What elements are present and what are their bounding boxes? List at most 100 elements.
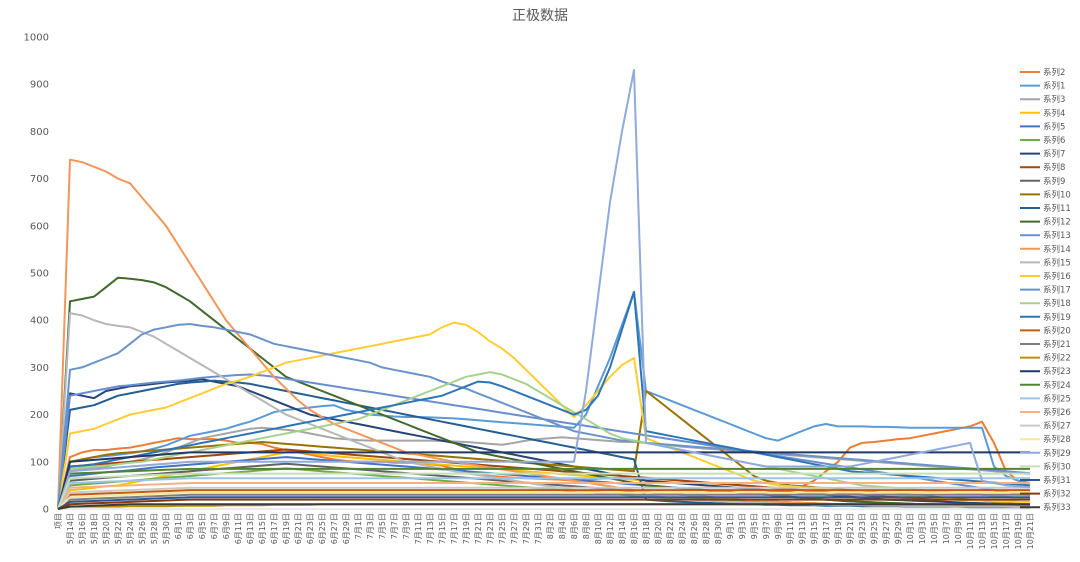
x-axis: 项目 5月14日 5月16日 5月18日 5月20日 5月22日 5月24日 5月26日 5月2… bbox=[54, 508, 1035, 549]
legend: 系列2 系列1 系列3 系列4 系列5 系列6 系列7 系列8 系列9 系列10 系列11 系列12 系… bbox=[1020, 67, 1071, 513]
y-axis: 0 100 200 300 400 500 600 700 800 900 1000 bbox=[24, 33, 49, 516]
x-tick-label: 8月2日 bbox=[546, 513, 555, 539]
x-tick-label: 8月22日 bbox=[666, 513, 675, 544]
x-tick-label: 7月11日 bbox=[414, 513, 423, 544]
x-tick-label: 7月21日 bbox=[474, 513, 483, 544]
x-tick-label: 6月23日 bbox=[306, 513, 315, 544]
x-tick-label: 6月7日 bbox=[210, 513, 219, 539]
legend-label: 系列33 bbox=[1043, 502, 1071, 513]
x-tick-label: 8月30日 bbox=[714, 513, 723, 544]
x-tick-label: 9月1日 bbox=[726, 513, 735, 539]
x-tick-label: 8月8日 bbox=[582, 513, 591, 539]
x-tick-label: 5月22日 bbox=[114, 513, 123, 544]
series-line-23 bbox=[57, 451, 1030, 510]
x-tick-label: 8月20日 bbox=[654, 513, 663, 544]
x-tick-label: 6月1日 bbox=[174, 513, 183, 539]
x-tick-label: 9月9日 bbox=[774, 513, 783, 539]
series-line-17 bbox=[57, 323, 1031, 510]
legend-label: 系列24 bbox=[1043, 380, 1071, 391]
legend-label: 系列9 bbox=[1043, 176, 1065, 187]
x-tick-label: 8月6日 bbox=[570, 513, 579, 539]
y-tick-label: 800 bbox=[30, 127, 49, 138]
legend-label: 系列1 bbox=[1043, 81, 1065, 92]
x-tick-label: 10月15日 bbox=[990, 513, 999, 549]
x-tick-label: 9月19日 bbox=[834, 513, 843, 544]
legend-label: 系列26 bbox=[1043, 407, 1071, 418]
x-tick-label: 6月13日 bbox=[246, 513, 255, 544]
series-line-31 bbox=[57, 496, 1030, 510]
x-tick-label: 8月10日 bbox=[594, 513, 603, 544]
x-tick-label: 7月7日 bbox=[390, 513, 399, 539]
x-tick-label: 7月23日 bbox=[486, 513, 495, 544]
legend-label: 系列15 bbox=[1043, 257, 1071, 268]
y-tick-label: 1000 bbox=[24, 33, 49, 44]
series-line-26 bbox=[57, 482, 1030, 510]
x-tick-label: 5月26日 bbox=[138, 513, 147, 544]
series-line-29 bbox=[57, 69, 1031, 510]
x-tick-label: 9月27日 bbox=[882, 513, 891, 544]
legend-label: 系列25 bbox=[1043, 393, 1071, 404]
y-tick-label: 0 bbox=[43, 505, 49, 516]
x-tick-label: 7月19日 bbox=[462, 513, 471, 544]
y-tick-label: 900 bbox=[30, 80, 49, 91]
x-tick-label: 9月23日 bbox=[858, 513, 867, 544]
legend-label: 系列22 bbox=[1043, 353, 1071, 364]
x-tick-label: 10月9日 bbox=[954, 513, 963, 544]
x-tick-label: 7月27日 bbox=[510, 513, 519, 544]
x-tick-label: 8月4日 bbox=[558, 513, 567, 539]
x-tick-label: 9月25日 bbox=[870, 513, 879, 544]
series-line-16 bbox=[57, 321, 1031, 510]
legend-label: 系列31 bbox=[1043, 475, 1071, 486]
x-tick-label: 10月19日 bbox=[1014, 513, 1023, 549]
x-tick-label: 5月16日 bbox=[78, 513, 87, 544]
legend-label: 系列12 bbox=[1043, 217, 1071, 228]
x-tick-label: 8月24日 bbox=[678, 513, 687, 544]
x-tick-label: 5月28日 bbox=[150, 513, 159, 544]
series-line-33 bbox=[57, 503, 1030, 510]
x-tick-label: 项目 bbox=[54, 513, 63, 529]
x-tick-label: 10月5日 bbox=[930, 513, 939, 544]
series-line-27 bbox=[57, 486, 1030, 510]
y-tick-label: 500 bbox=[30, 269, 49, 280]
x-tick-label: 7月25日 bbox=[498, 513, 507, 544]
y-tick-label: 400 bbox=[30, 316, 49, 327]
x-tick-label: 5月20日 bbox=[102, 513, 111, 544]
chart-title: 正极数据 bbox=[512, 8, 568, 24]
x-tick-label: 7月9日 bbox=[402, 513, 411, 539]
x-tick-label: 5月18日 bbox=[90, 513, 99, 544]
series-line-12 bbox=[57, 276, 1030, 510]
x-tick-label: 9月7日 bbox=[762, 513, 771, 539]
x-tick-label: 7月5日 bbox=[378, 513, 387, 539]
series-line-32 bbox=[57, 498, 1030, 510]
x-tick-label: 10月1日 bbox=[906, 513, 915, 544]
x-tick-label: 10月11日 bbox=[966, 513, 975, 549]
x-tick-label: 6月11日 bbox=[234, 513, 243, 544]
x-tick-label: 7月3日 bbox=[366, 513, 375, 539]
x-tick-label: 10月3日 bbox=[918, 513, 927, 544]
legend-label: 系列29 bbox=[1043, 448, 1071, 459]
x-tick-label: 9月5日 bbox=[750, 513, 759, 539]
x-tick-label: 7月1日 bbox=[354, 513, 363, 539]
legend-label: 系列23 bbox=[1043, 366, 1071, 377]
y-tick-label: 200 bbox=[30, 410, 49, 421]
series-line-15 bbox=[57, 312, 1030, 510]
x-tick-label: 6月15日 bbox=[258, 513, 267, 544]
x-tick-label: 5月30日 bbox=[162, 513, 171, 544]
series-line-21 bbox=[57, 493, 1030, 510]
legend-label: 系列27 bbox=[1043, 421, 1071, 432]
x-tick-label: 7月15日 bbox=[438, 513, 447, 544]
series-line-30 bbox=[57, 472, 1030, 510]
x-tick-label: 7月17日 bbox=[450, 513, 459, 544]
x-tick-label: 6月17日 bbox=[270, 513, 279, 544]
series-line-25 bbox=[57, 477, 1030, 510]
x-tick-label: 6月21日 bbox=[294, 513, 303, 544]
legend-label: 系列2 bbox=[1043, 67, 1065, 78]
legend-label: 系列20 bbox=[1043, 325, 1071, 336]
x-tick-label: 5月14日 bbox=[66, 513, 75, 544]
legend-label: 系列19 bbox=[1043, 312, 1071, 323]
x-tick-label: 9月11日 bbox=[786, 513, 795, 544]
series-line-20 bbox=[57, 489, 1030, 510]
x-tick-label: 10月13日 bbox=[978, 513, 987, 549]
